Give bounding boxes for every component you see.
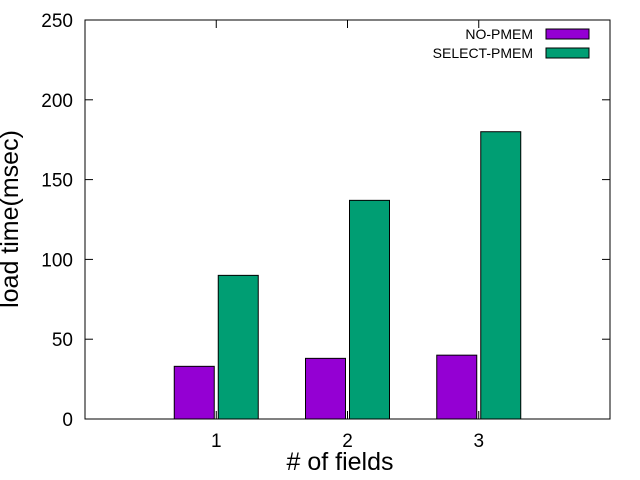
y-tick-label: 100	[41, 250, 73, 271]
bar-no-pmem-3	[436, 354, 478, 420]
y-tick-label: 250	[41, 11, 73, 32]
y-tick-label: 200	[41, 91, 73, 112]
legend-swatch	[545, 28, 590, 40]
y-tick-label: 0	[62, 410, 73, 431]
legend-swatch	[545, 47, 590, 59]
legend-label: NO-PMEM	[465, 26, 533, 42]
x-tick-label: 1	[211, 431, 222, 452]
x-tick-label: 2	[342, 431, 353, 452]
bar-select-pmem-3	[480, 131, 522, 420]
bar-select-pmem-2	[349, 199, 390, 420]
legend-label: SELECT-PMEM	[433, 45, 533, 61]
bar-no-pmem-2	[305, 357, 346, 420]
bar-no-pmem-1	[173, 365, 215, 420]
x-tick-label: 3	[473, 431, 484, 452]
bar-select-pmem-1	[217, 274, 259, 420]
y-axis-title: load time(msec)	[0, 130, 24, 308]
plot-frame	[84, 19, 611, 420]
y-axis-ticks: 0 50 100 150 200 250	[41, 11, 610, 431]
x-axis-title: # of fields	[286, 448, 393, 476]
y-tick-label: 50	[52, 330, 73, 351]
y-tick-label: 150	[41, 171, 73, 192]
bar-series	[173, 131, 522, 420]
x-axis-ticks: 1 2 3	[211, 20, 484, 452]
legend: NO-PMEM SELECT-PMEM	[433, 26, 590, 61]
